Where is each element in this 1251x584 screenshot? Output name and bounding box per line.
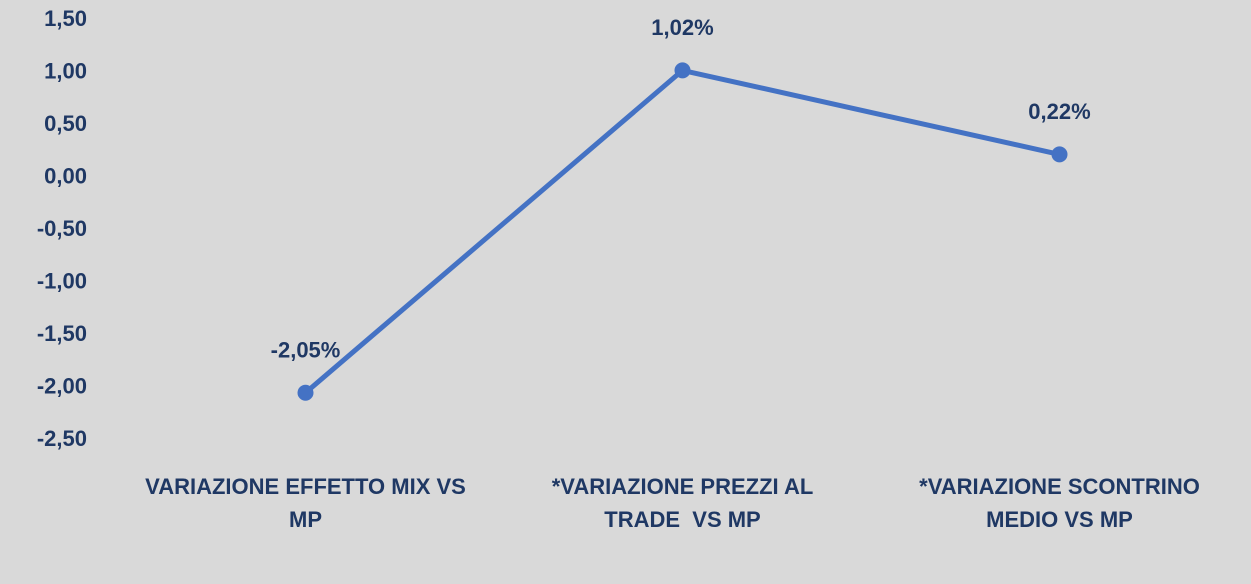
data-label: -2,05% xyxy=(271,338,341,363)
x-tick-label: VARIAZIONE EFFETTO MIX VS MP xyxy=(145,474,472,532)
data-label: 0,22% xyxy=(1028,99,1090,124)
x-tick-label: *VARIAZIONE PREZZI AL TRADE VS MP xyxy=(551,474,820,532)
y-tick-label: 1,50 xyxy=(44,6,87,31)
y-tick-label: -1,50 xyxy=(37,321,87,346)
y-tick-label: -2,00 xyxy=(37,373,87,398)
line xyxy=(303,67,1061,395)
y-tick-label: -0,50 xyxy=(37,216,87,241)
data-label: 1,02% xyxy=(651,15,713,40)
x-tick-label: *VARIAZIONE SCONTRINO MEDIO VS MP xyxy=(919,474,1206,532)
y-tick-label: -2,50 xyxy=(37,426,87,451)
y-tick-label: 1,00 xyxy=(44,58,87,83)
y-tick-label: -1,00 xyxy=(37,268,87,293)
y-tick-label: 0,00 xyxy=(44,163,87,188)
point xyxy=(297,384,314,401)
y-tick-label: 0,50 xyxy=(44,111,87,136)
point xyxy=(674,62,691,79)
point xyxy=(1051,146,1068,163)
